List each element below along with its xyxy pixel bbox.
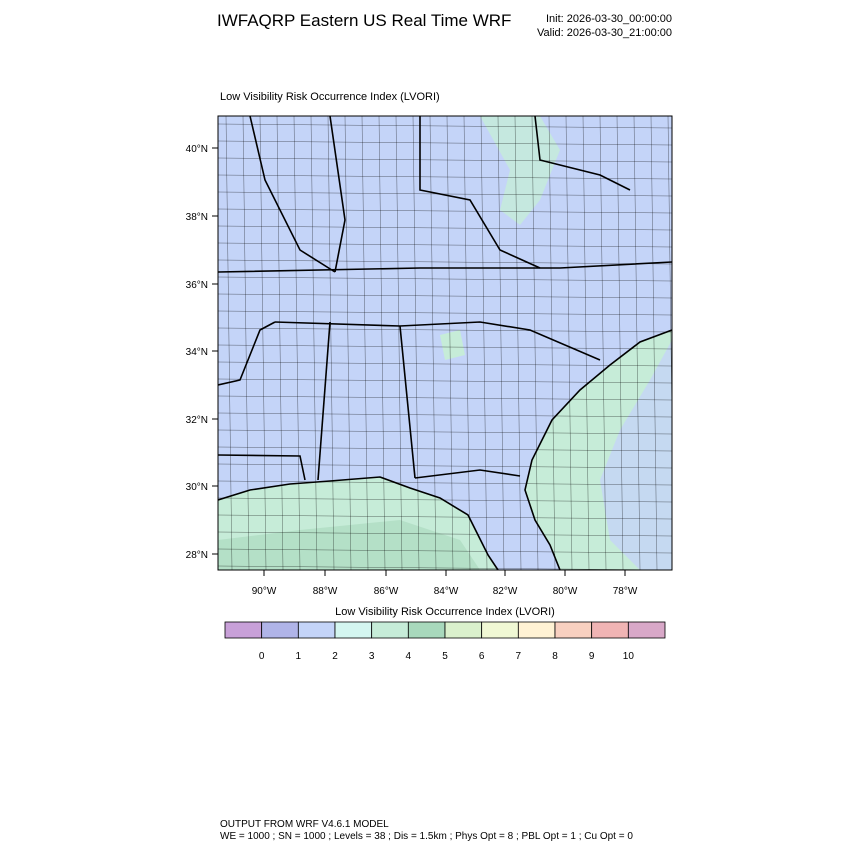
- lon-label: 86°W: [374, 586, 399, 597]
- lon-label: 88°W: [313, 586, 338, 597]
- colorbar-label: 9: [589, 651, 595, 662]
- colorbar-label: 10: [623, 651, 635, 662]
- colorbar-label: 2: [332, 651, 338, 662]
- lat-label: 38°N: [186, 212, 208, 223]
- valid-time: Valid: 2026-03-30_21:00:00: [537, 27, 672, 39]
- colorbar-label: 1: [296, 651, 302, 662]
- county-grid: [218, 116, 672, 570]
- colorbar-box: [371, 621, 409, 639]
- colorbar-box: [407, 621, 446, 639]
- map-title: Low Visibility Risk Occurrence Index (LV…: [220, 91, 440, 103]
- colorbar-label: 5: [442, 651, 448, 662]
- lat-label: 30°N: [186, 482, 208, 493]
- colorbar-box: [224, 621, 263, 639]
- axes: 40°N 38°N 36°N 34°N 32°N 30°N 28°N 90°W 88°W 86°W…: [186, 144, 638, 597]
- lat-label: 34°N: [186, 347, 208, 358]
- lat-label: 28°N: [186, 550, 208, 561]
- colorbar-box: [591, 621, 629, 639]
- lon-label: 80°W: [553, 586, 578, 597]
- colorbar-label: 7: [516, 651, 522, 662]
- appalachian-patch: [480, 116, 560, 225]
- colorbar-label: 4: [406, 651, 412, 662]
- colorbar-label: 8: [552, 651, 558, 662]
- lon-label: 84°W: [434, 586, 459, 597]
- colorbar-box: [517, 621, 556, 639]
- colorbar-box: [554, 621, 593, 639]
- county-lines: [218, 116, 672, 570]
- lon-label: 78°W: [613, 586, 638, 597]
- footer-line: OUTPUT FROM WRF V4.6.1 MODEL: [220, 819, 389, 830]
- colorbar: 0 1 2 3 4 5 6 7 8 9 10: [224, 621, 666, 662]
- colorbar-label: 0: [259, 651, 265, 662]
- colorbar-box: [481, 621, 519, 639]
- atlantic-offshore: [600, 340, 672, 570]
- map-field: [218, 116, 672, 570]
- colorbar-label: 6: [479, 651, 485, 662]
- colorbar-title: Low Visibility Risk Occurrence Index (LV…: [335, 606, 555, 618]
- colorbar-box: [627, 621, 666, 639]
- lon-label: 82°W: [493, 586, 518, 597]
- lon-label: 90°W: [252, 586, 277, 597]
- map-frame: [217, 115, 673, 571]
- lat-label: 32°N: [186, 415, 208, 426]
- georgia-patch: [440, 330, 465, 360]
- colorbar-label: 3: [369, 651, 375, 662]
- colorbar-box: [297, 621, 336, 639]
- footer-line: WE = 1000 ; SN = 1000 ; Levels = 38 ; Di…: [220, 831, 633, 842]
- init-time: Init: 2026-03-30_00:00:00: [546, 13, 672, 25]
- colorbar-box: [261, 621, 299, 639]
- colorbar-box: [334, 621, 373, 639]
- page-title: IWFAQRP Eastern US Real Time WRF: [217, 11, 511, 30]
- lat-label: 36°N: [186, 280, 208, 291]
- colorbar-box: [444, 621, 483, 639]
- lat-label: 40°N: [186, 144, 208, 155]
